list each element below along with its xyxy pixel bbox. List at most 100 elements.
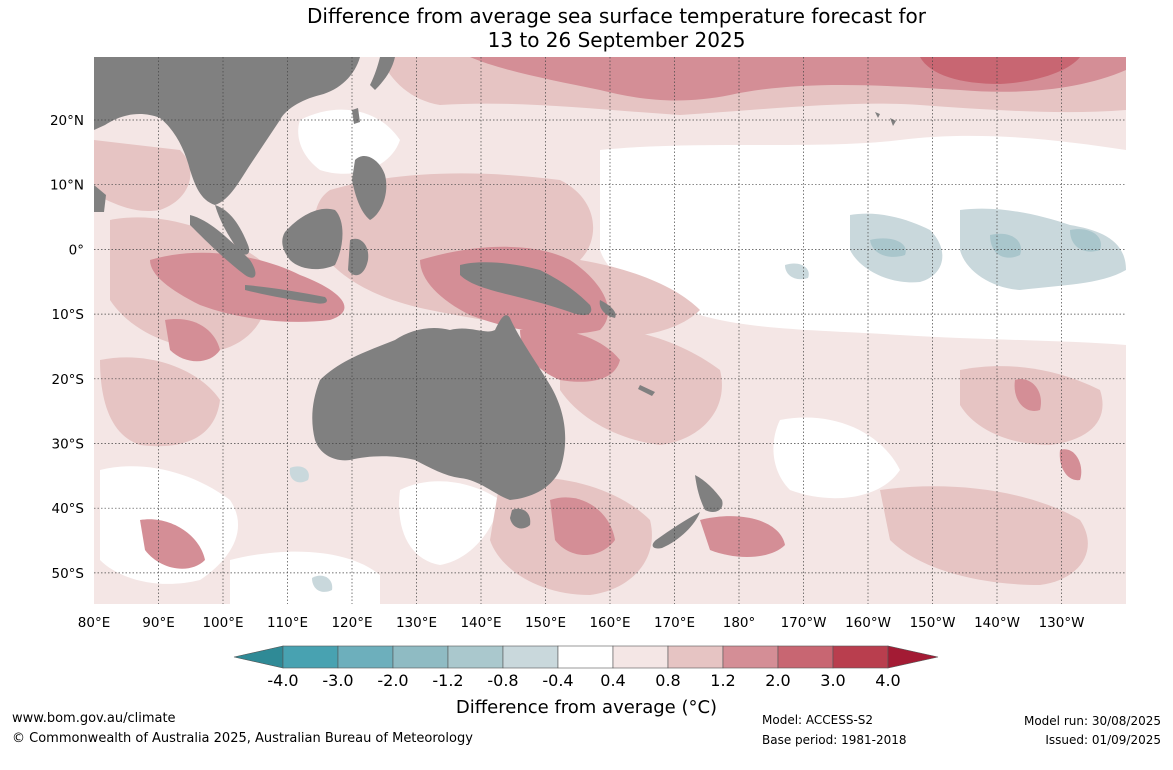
lon-label: 140°W	[974, 615, 1020, 631]
colorbar-tick-label: 0.4	[600, 671, 625, 690]
warm3-coral	[520, 328, 620, 382]
chart-title: Difference from average sea surface temp…	[0, 4, 1173, 52]
colorbar-tick-label: 1.2	[710, 671, 735, 690]
colorbar-title-text: Difference from average (°C)	[455, 697, 718, 718]
colorbar-swatch	[557, 645, 614, 669]
land-java	[245, 285, 327, 304]
lat-label: 20°N	[50, 113, 84, 129]
colorbar-tick-label: 0.8	[655, 671, 680, 690]
title-line-1: Difference from average sea surface temp…	[306, 4, 926, 28]
colorbar-tick-label: 3.0	[820, 671, 845, 690]
lon-label: 80°E	[78, 615, 110, 631]
lat-label: 40°S	[52, 501, 85, 517]
title-line-2: 13 to 26 September 2025	[487, 28, 746, 52]
footer-website[interactable]: www.bom.gov.au/climate	[12, 711, 176, 726]
warm3-east-pacific-2	[1059, 449, 1082, 481]
colorbar-swatch	[777, 645, 834, 669]
warm3-east-pacific	[1014, 379, 1041, 411]
colorbar-tick-label: -0.4	[542, 671, 573, 690]
warm-region-south-pacific-east	[880, 486, 1088, 585]
lat-label: 10°S	[52, 307, 85, 323]
lon-label: 110°E	[267, 615, 308, 631]
lon-label: 100°E	[202, 615, 243, 631]
land-indochina	[215, 205, 250, 255]
warm4-north-pacific	[920, 57, 1080, 84]
lon-label: 120°E	[331, 615, 372, 631]
lat-label: 0°	[69, 242, 84, 258]
colorbar-tick-label: -0.8	[487, 671, 518, 690]
colorbar-title: Difference from average (°C)	[0, 697, 1173, 718]
colorbar-swatch	[337, 645, 394, 669]
colorbar-arrow-low	[233, 645, 284, 669]
land-australia	[312, 315, 566, 500]
footer-base-period: Base period: 1981-2018	[762, 733, 907, 747]
colorbar-swatch	[722, 645, 779, 669]
land-borneo	[282, 208, 343, 270]
colorbar-tick-label: -1.2	[432, 671, 463, 690]
lon-label: 150°E	[525, 615, 566, 631]
footer-model: Model: ACCESS-S2	[762, 713, 874, 727]
colorbar-tick-label: 4.0	[875, 671, 900, 690]
neutral-region-tasman	[399, 481, 500, 565]
land-new-caledonia	[638, 385, 655, 396]
cool-region-east-core-2	[1070, 229, 1101, 252]
colorbar-tick-label: -4.0	[267, 671, 298, 690]
lon-label: 90°E	[142, 615, 174, 631]
colorbar-tick-label: 2.0	[765, 671, 790, 690]
colorbar-swatch	[282, 645, 339, 669]
lat-label: 10°N	[50, 178, 84, 194]
footer-copyright: © Commonwealth of Australia 2025, Austra…	[12, 731, 473, 746]
cool-region-central-core	[870, 238, 906, 257]
colorbar	[233, 645, 939, 669]
lon-label: 130°W	[1039, 615, 1085, 631]
land-philippines	[352, 155, 387, 220]
colorbar-tick-label: -3.0	[322, 671, 353, 690]
cool-region-southern	[312, 575, 333, 592]
lat-labels: 20°N 10°N 0° 10°S 20°S 30°S 40°S 50°S	[50, 113, 84, 582]
lat-label: 30°S	[52, 437, 85, 453]
warm-region-far-west	[94, 140, 191, 212]
colorbar-swatch	[502, 645, 559, 669]
warm3-nz-south	[550, 497, 615, 555]
colorbar-swatch	[612, 645, 669, 669]
land-asia	[94, 57, 360, 205]
lon-label: 160°W	[845, 615, 891, 631]
lon-label: 140°E	[460, 615, 501, 631]
colorbar-swatch	[667, 645, 724, 669]
colorbar-swatch	[447, 645, 504, 669]
colorbar-swatch	[392, 645, 449, 669]
colorbar-arrow-high	[887, 645, 939, 669]
lon-label: 160°E	[589, 615, 630, 631]
colorbar-tick-label: -2.0	[377, 671, 408, 690]
lon-label: 180°	[723, 615, 756, 631]
colorbar-swatch	[832, 645, 889, 669]
land-islands-solomons	[599, 300, 616, 318]
neutral-region-south-pacific	[773, 417, 900, 499]
land-nz-south	[652, 512, 700, 549]
neutral-region-southern-ocean	[230, 551, 380, 604]
lon-labels: 80°E 90°E 100°E 110°E 120°E 130°E 140°E 150°E 16…	[78, 615, 1085, 631]
land-sulawesi	[348, 238, 369, 276]
warm3-indian-south	[165, 319, 220, 362]
cool-region-small	[785, 263, 809, 280]
gridlines	[94, 57, 1126, 604]
cool-region-east-core	[990, 233, 1021, 258]
colorbar-tick-labels: -4.0 -3.0 -2.0 -1.2 -0.8 -0.4 0.4 0.8 1.2 2.0 3.0 4…	[267, 671, 900, 690]
warm3-tasman	[700, 516, 785, 557]
land-india-tip	[94, 185, 106, 212]
footer-model-run: Model run: 30/08/2025	[1023, 714, 1161, 728]
cool-region-sw	[289, 466, 309, 483]
lon-label: 170°E	[654, 615, 695, 631]
land-hawaii	[875, 112, 896, 126]
neutral-region-west-pacific	[298, 109, 400, 174]
lat-label: 20°S	[52, 372, 85, 388]
warm-region-south-indian-2	[100, 357, 220, 447]
map-area	[94, 57, 1126, 604]
lon-label: 130°E	[396, 615, 437, 631]
lat-label: 50°S	[52, 566, 85, 582]
warm3-southern	[140, 519, 205, 569]
lon-label: 170°W	[781, 615, 827, 631]
land-japan	[370, 57, 395, 90]
footer-issued: Issued: 01/09/2025	[1045, 733, 1161, 747]
